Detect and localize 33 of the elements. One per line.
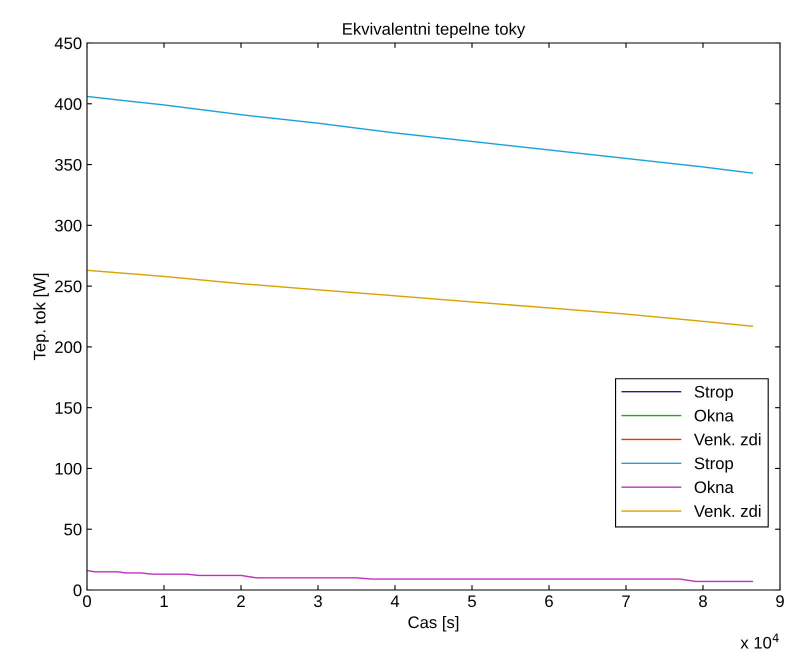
y-tick-label: 250	[55, 280, 82, 292]
y-tick-label: 350	[54, 158, 82, 171]
y-tick-label: 0	[74, 584, 82, 596]
chart-title: Ekvivalentni tepelne toky	[343, 22, 526, 38]
x-tick-label: 5	[468, 595, 476, 608]
text: x 10$^{4}$	[740, 634, 779, 649]
y-axis-title: Tep. tok [W]	[33, 274, 49, 360]
line-series	[87, 96, 753, 174]
x-tick-label: 7	[622, 595, 630, 607]
x-tick-label: 8	[699, 595, 707, 608]
y-tick-label: 100	[56, 462, 82, 475]
y-tick-label: 450	[54, 37, 82, 50]
line-series	[87, 570, 753, 582]
x-tick-label: 6	[545, 595, 553, 608]
x-tick-label: 9	[776, 595, 784, 608]
y-tick-label: 50	[64, 524, 82, 536]
legend-label: Okna	[694, 409, 734, 422]
legend-label: Strop	[694, 457, 734, 473]
legend-label: Strop	[694, 386, 734, 401]
legend-label: Venk. zdi	[694, 433, 760, 446]
line-series	[87, 270, 753, 327]
x-tick-label: 3	[314, 595, 322, 608]
y-tick-label: 150	[56, 402, 82, 414]
y-tick-label: 200	[55, 341, 82, 354]
x-tick-label: 4	[390, 595, 400, 607]
x-tick-label: 1	[160, 595, 168, 607]
x-tick-label: 2	[237, 595, 245, 607]
y-tick-label: 400	[54, 98, 82, 110]
legend-label: Venk. zdi	[694, 504, 760, 518]
y-tick-label: 300	[54, 220, 82, 232]
legend-label: Okna	[694, 480, 734, 494]
x-axis-title: Cas [s]	[408, 616, 458, 632]
x-tick-label: 0	[83, 595, 91, 608]
